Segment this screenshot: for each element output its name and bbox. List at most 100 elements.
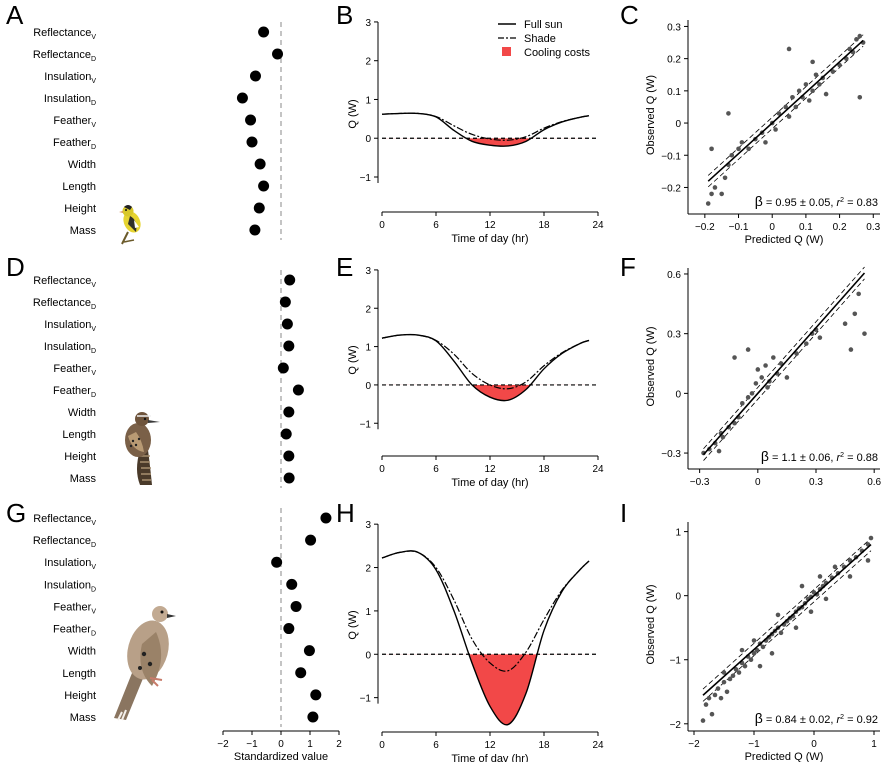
data-point — [705, 201, 711, 206]
data-point — [709, 146, 714, 152]
data-point — [307, 711, 319, 723]
data-point — [776, 111, 782, 116]
category-label: Length — [62, 429, 96, 441]
data-point — [732, 355, 737, 360]
data-point — [706, 695, 712, 701]
data-point — [763, 140, 768, 145]
x-tick-label: 0.1 — [799, 222, 813, 233]
x-tick-label: 24 — [592, 740, 604, 751]
data-point — [793, 625, 799, 631]
y-tick-label: 0.3 — [667, 22, 681, 33]
cooling-costs-area — [382, 138, 589, 147]
category-label: FeatherV — [53, 363, 96, 377]
x-axis-title: Time of day (hr) — [451, 233, 528, 245]
y-tick-label: 1 — [365, 343, 371, 354]
data-point — [755, 367, 761, 372]
category-label: ReflectanceV — [33, 513, 96, 527]
category-label: Length — [62, 181, 96, 193]
y-tick-label: 3 — [365, 520, 371, 531]
data-point — [709, 191, 714, 197]
x-tick-label: 18 — [538, 740, 550, 751]
x-tick-label: 6 — [433, 464, 439, 475]
fit-annotation: β = 0.95 ± 0.05, r2 = 0.83 — [755, 193, 878, 209]
data-point — [746, 146, 751, 152]
x-tick-label: 0 — [379, 220, 385, 231]
full-sun-line — [381, 550, 590, 726]
data-point — [748, 657, 754, 663]
panel-i: −2 −1 0 1 −2 −1 0 1 Predicted Q (W) Observed Q (W… — [645, 522, 880, 762]
x-tick-label: 2 — [336, 739, 342, 750]
y-tick-label: −1 — [360, 694, 372, 705]
x-tick-label: 0.3 — [809, 477, 823, 488]
cooling-costs-area — [382, 384, 589, 401]
data-point — [283, 450, 295, 462]
lower-ci-line — [703, 278, 865, 461]
x-axis-title: Time of day (hr) — [451, 477, 528, 489]
y-tick-label: 0 — [675, 592, 681, 603]
y-tick-label: 2 — [365, 564, 371, 575]
data-point — [281, 318, 293, 330]
panel-label-h: H — [336, 498, 355, 528]
panel-label-i: I — [620, 498, 627, 528]
y-tick-label: 0.1 — [667, 87, 681, 98]
data-point — [745, 347, 751, 352]
y-axis-title: Observed Q (W) — [645, 326, 657, 406]
data-point — [786, 114, 792, 119]
data-point — [258, 26, 270, 38]
data-point — [720, 434, 726, 440]
data-point — [754, 647, 760, 653]
data-point — [284, 274, 296, 286]
data-point — [799, 583, 805, 589]
y-tick-label: 2 — [365, 57, 371, 68]
data-point — [736, 670, 742, 675]
panel-f: −0.3 0 0.3 0.6 −0.3 0 0.3 0.6 Observed Q (W) β = … — [645, 266, 882, 488]
data-point — [806, 98, 812, 103]
data-point — [808, 609, 814, 614]
fit-line — [702, 272, 866, 456]
data-point — [823, 596, 829, 602]
data-point — [769, 651, 775, 656]
shade-line — [381, 333, 590, 390]
category-label: InsulationV — [44, 557, 96, 571]
data-point — [724, 689, 730, 695]
lower-ci-line — [707, 45, 864, 188]
data-point — [790, 94, 795, 100]
category-label: InsulationV — [44, 71, 96, 85]
x-tick-label: 0 — [278, 739, 284, 750]
category-label: Mass — [70, 712, 97, 724]
data-point — [305, 534, 317, 546]
y-tick-label: −1 — [360, 173, 372, 184]
data-point — [726, 111, 731, 116]
data-point — [757, 663, 763, 669]
data-point — [783, 104, 788, 110]
y-tick-label: 0 — [675, 389, 681, 400]
data-point — [286, 578, 298, 590]
x-tick-label: 0.2 — [833, 222, 847, 233]
data-point — [804, 341, 809, 346]
y-tick-label: −0.2 — [661, 183, 681, 194]
x-tick-label: 12 — [484, 740, 496, 751]
data-point — [823, 91, 829, 97]
data-point — [253, 202, 265, 214]
y-axis-title: Q (W) — [347, 99, 359, 128]
data-point — [857, 33, 863, 39]
category-label: ReflectanceD — [33, 297, 96, 311]
data-point — [832, 564, 838, 570]
x-tick-label: 0.3 — [866, 222, 880, 233]
data-point — [715, 686, 721, 691]
upper-ci-line — [702, 538, 872, 690]
x-tick-label: 12 — [484, 220, 496, 231]
x-tick-label: 12 — [484, 464, 496, 475]
x-tick-label: 6 — [433, 740, 439, 751]
data-point — [784, 375, 790, 380]
x-tick-label: −0.3 — [690, 477, 710, 488]
mourning-dove-icon — [114, 606, 176, 721]
x-tick-label: 24 — [592, 220, 604, 231]
upper-ci-line — [703, 266, 865, 450]
data-point — [718, 695, 724, 701]
data-point — [759, 375, 764, 380]
data-point — [793, 104, 799, 110]
panel-label-d: D — [6, 252, 25, 282]
